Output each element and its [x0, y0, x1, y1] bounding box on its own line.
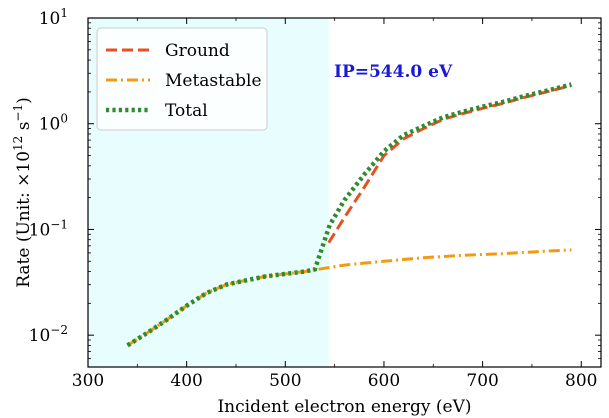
x-tick-label: 800	[565, 371, 597, 391]
y-axis-label-prefix: Rate (Unit: ×10	[14, 151, 34, 288]
x-tick-label: 600	[368, 371, 400, 391]
plot-frame	[87, 17, 602, 368]
ip-annotation: IP=544.0 eV	[334, 62, 453, 82]
x-tick-label: 300	[72, 371, 104, 391]
y-axis-label-exponent-1: 12	[11, 136, 25, 151]
legend: Ground Metastable Total	[96, 27, 268, 131]
y-tick-label: 10−2	[29, 323, 68, 346]
legend-box	[96, 27, 268, 131]
y-tick-label: 10−1	[29, 217, 68, 240]
y-axis-label-exponent-2: −1	[11, 104, 25, 122]
legend-label-total: Total	[165, 101, 208, 121]
y-axis-label-suffix: )	[14, 97, 34, 104]
legend-label-metastable: Metastable	[165, 71, 262, 91]
x-tick-label: 700	[466, 371, 498, 391]
y-axis-label: Rate (Unit: ×1012 s−1)	[11, 97, 34, 288]
x-tick-label: 400	[170, 371, 202, 391]
y-tick-label: 100	[39, 112, 68, 135]
x-tick-label: 500	[269, 371, 301, 391]
x-axis-label: Incident electron energy (eV)	[217, 397, 471, 417]
series-line-total	[126, 82, 572, 348]
y-tick-label: 101	[39, 6, 68, 29]
series-line-ground	[327, 84, 572, 244]
legend-label-ground: Ground	[165, 41, 230, 61]
y-axis-label-unit: s	[14, 122, 34, 136]
